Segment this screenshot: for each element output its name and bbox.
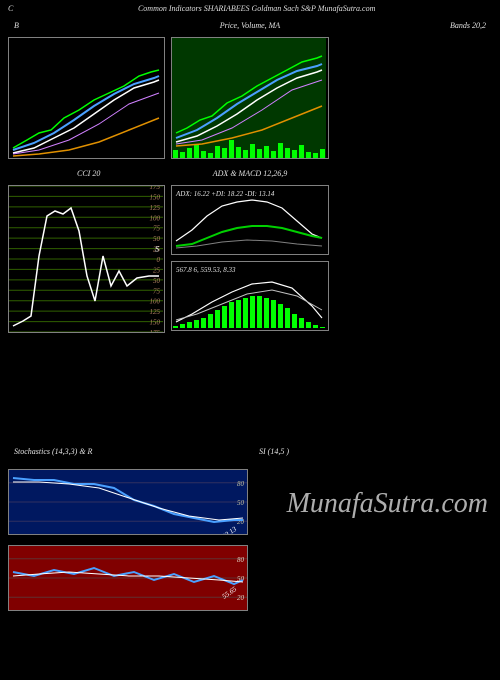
title-rsi: SI (14,5 ) [253, 447, 492, 461]
panel-adx: ADX: 16.22 +DI: 18.22 -DI: 13.14 [171, 185, 328, 255]
svg-text:75: 75 [153, 287, 161, 295]
svg-text:20: 20 [237, 594, 245, 602]
panel-price-left [8, 37, 165, 159]
title-left: B [8, 21, 169, 35]
svg-text:50: 50 [153, 277, 161, 285]
title-right: Bands 20,2 [331, 21, 492, 35]
title-adx: ADX & MACD 12,26,9 [169, 169, 330, 183]
svg-text:100: 100 [150, 298, 161, 306]
svg-text:S: S [155, 245, 159, 254]
svg-text:567.8 6, 559.53, 8.33: 567.8 6, 559.53, 8.33 [176, 266, 236, 274]
svg-text:25: 25 [153, 266, 161, 274]
panel-adx-macd-stack: ADX: 16.22 +DI: 18.22 -DI: 13.14 567.8 6… [171, 185, 328, 333]
title-cci: CCI 20 [8, 169, 169, 183]
svg-text:150: 150 [150, 319, 161, 327]
panel-bands-placeholder [335, 37, 492, 159]
svg-text:125: 125 [150, 308, 161, 316]
svg-text:50: 50 [153, 235, 161, 243]
panel-price-main [171, 37, 328, 159]
header-title: Common Indicators SHARIABEES Goldman Sac… [138, 4, 375, 13]
svg-text:175: 175 [150, 186, 161, 191]
panel-stoch: 80502023.13 [8, 469, 248, 535]
header-prefix: C [0, 4, 13, 13]
svg-text:ADX: 16.22 +DI: 18.22 -DI: 1: ADX: 16.22 +DI: 18.22 -DI: 13.14 [175, 190, 275, 198]
svg-text:150: 150 [150, 193, 161, 201]
svg-text:0: 0 [157, 256, 161, 264]
panel-rsi: 80502055.65 [8, 545, 248, 611]
svg-text:100: 100 [150, 214, 161, 222]
panel-cci: 1751501251007550250255075100125150175S [8, 185, 165, 333]
svg-text:80: 80 [237, 556, 245, 564]
svg-text:80: 80 [237, 480, 245, 488]
svg-text:175: 175 [150, 329, 161, 332]
svg-text:50: 50 [237, 499, 245, 507]
page-header: C Common Indicators SHARIABEES Goldman S… [0, 0, 500, 17]
svg-text:125: 125 [150, 204, 161, 212]
title-stoch: Stochastics (14,3,3) & R [8, 447, 247, 461]
panel-macd: 567.8 6, 559.53, 8.33 [171, 261, 328, 331]
title-center: Price, Volume, MA [169, 21, 330, 35]
svg-text:75: 75 [153, 225, 161, 233]
